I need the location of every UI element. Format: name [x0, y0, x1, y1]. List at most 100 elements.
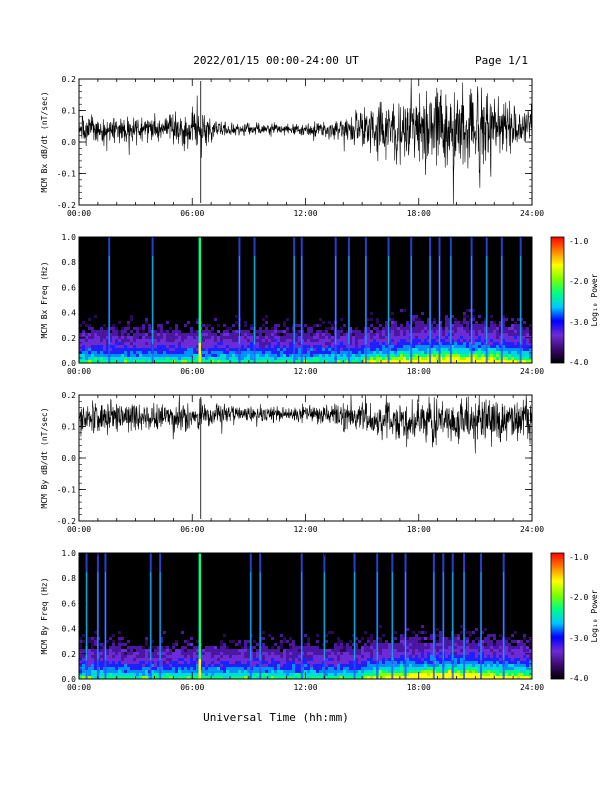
heatmap-cell — [439, 673, 442, 676]
heatmap-cell — [112, 327, 115, 330]
heatmap-cell — [286, 318, 289, 321]
heatmap-cell — [343, 658, 346, 661]
heatmap-cell — [265, 646, 268, 649]
x-tick-label: 24:00 — [520, 367, 544, 376]
heatmap-cell — [529, 661, 532, 664]
heatmap-cell — [163, 676, 166, 679]
heatmap-cell — [457, 333, 460, 336]
heatmap-cell — [469, 670, 472, 673]
heatmap-cell — [343, 673, 346, 676]
heatmap-cell — [133, 354, 136, 357]
heatmap-cell — [172, 348, 175, 351]
heatmap-cell — [148, 667, 151, 670]
heatmap-cell — [436, 354, 439, 357]
heatmap-cell — [283, 673, 286, 676]
heatmap-cell — [316, 646, 319, 649]
heatmap-cell — [232, 649, 235, 652]
heatmap-cell — [424, 345, 427, 348]
heatmap-cell — [142, 333, 145, 336]
heatmap-cell — [400, 676, 403, 679]
heatmap-cell — [229, 333, 232, 336]
heatmap-cell — [415, 661, 418, 664]
heatmap-cell — [328, 333, 331, 336]
heatmap-cell — [523, 634, 526, 637]
heatmap-cell — [232, 354, 235, 357]
heatmap-cell — [511, 667, 514, 670]
heatmap-cell — [109, 655, 112, 658]
heatmap-cell — [226, 661, 229, 664]
heatmap-cell — [187, 670, 190, 673]
heatmap-cell — [310, 360, 313, 363]
heatmap-cell — [202, 333, 205, 336]
heatmap-cell — [235, 658, 238, 661]
heatmap-cell — [466, 643, 469, 646]
heatmap-cell — [325, 658, 328, 661]
heatmap-cell — [79, 324, 82, 327]
heatmap-cell — [229, 673, 232, 676]
heatmap-cell — [472, 655, 475, 658]
heatmap-cell — [490, 357, 493, 360]
heatmap-cell — [502, 348, 505, 351]
heatmap-cell — [331, 673, 334, 676]
heatmap-cell — [361, 354, 364, 357]
heatmap-cell — [226, 357, 229, 360]
heatmap-cell — [253, 646, 256, 649]
heatmap-cell — [460, 640, 463, 643]
heatmap-cell — [493, 333, 496, 336]
heatmap-cell — [394, 345, 397, 348]
heatmap-cell — [385, 345, 388, 348]
heatmap-cell — [499, 661, 502, 664]
heatmap-cell — [283, 342, 286, 345]
heatmap-cell — [307, 330, 310, 333]
heatmap-cell — [217, 673, 220, 676]
heatmap-cell — [505, 351, 508, 354]
heatmap-cell — [361, 637, 364, 640]
heatmap-cell — [214, 339, 217, 342]
heatmap-cell — [316, 634, 319, 637]
heatmap-cell — [298, 673, 301, 676]
heatmap-cell — [106, 676, 109, 679]
heatmap-cell — [511, 640, 514, 643]
heatmap-cell — [109, 336, 112, 339]
heatmap-cell — [346, 655, 349, 658]
heatmap-cell — [208, 670, 211, 673]
heatmap-cell — [478, 330, 481, 333]
heatmap-cell — [316, 324, 319, 327]
heatmap-cell — [91, 652, 94, 655]
heatmap-cell — [112, 646, 115, 649]
heatmap-cell — [205, 357, 208, 360]
heatmap-cell — [79, 667, 82, 670]
heatmap-cell — [304, 339, 307, 342]
heatmap-cell — [367, 339, 370, 342]
heatmap-cell — [394, 673, 397, 676]
heatmap-cell — [514, 667, 517, 670]
heatmap-cell — [391, 351, 394, 354]
heatmap-cell — [436, 670, 439, 673]
heatmap-cell — [280, 673, 283, 676]
heatmap-cell — [346, 330, 349, 333]
heatmap-cell — [337, 360, 340, 363]
heatmap-cell — [103, 336, 106, 339]
heatmap-cell — [88, 649, 91, 652]
heatmap-cell — [289, 333, 292, 336]
heatmap-cell — [205, 342, 208, 345]
heatmap-cell — [466, 327, 469, 330]
heatmap-cell — [97, 333, 100, 336]
heatmap-cell — [454, 348, 457, 351]
heatmap-cell — [373, 673, 376, 676]
heatmap-cell — [316, 330, 319, 333]
heatmap-cell — [424, 348, 427, 351]
heatmap-cell — [160, 676, 163, 679]
heatmap-cell — [193, 360, 196, 363]
heatmap-cell — [499, 324, 502, 327]
heatmap-cell — [484, 354, 487, 357]
heatmap-cell — [406, 643, 409, 646]
heatmap-cell — [415, 634, 418, 637]
heatmap-cell — [412, 360, 415, 363]
heatmap-cell — [337, 658, 340, 661]
heatmap-cell — [223, 333, 226, 336]
heatmap-cell — [370, 640, 373, 643]
heatmap-cell — [331, 649, 334, 652]
heatmap-cell — [361, 336, 364, 339]
heatmap-cell — [88, 640, 91, 643]
